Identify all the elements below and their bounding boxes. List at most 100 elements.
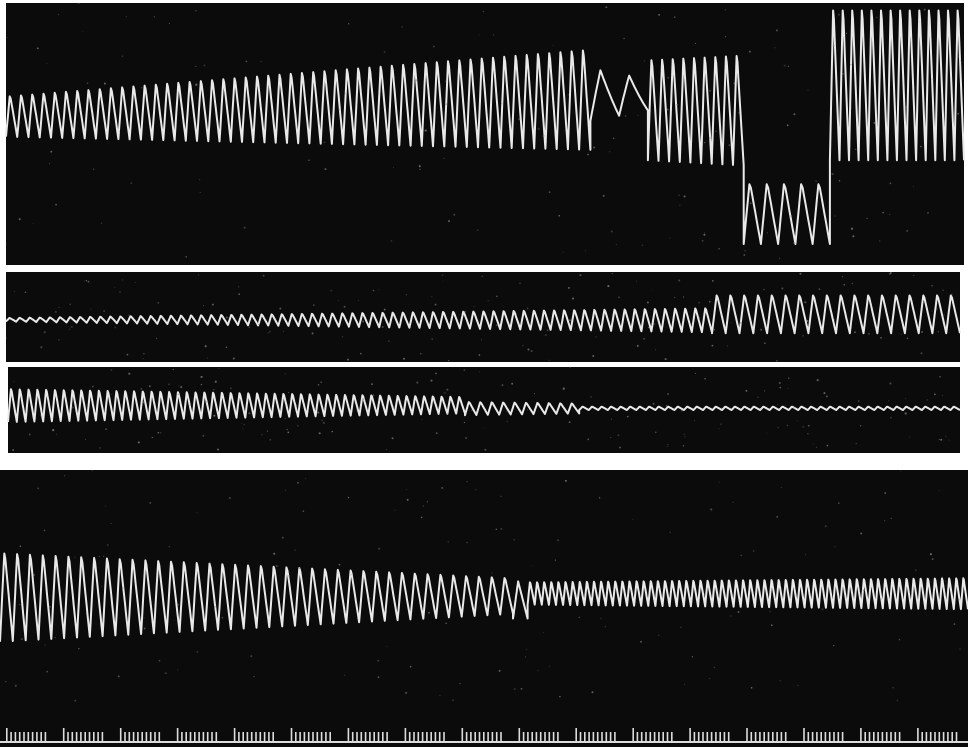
trace-panel-2 <box>5 272 961 362</box>
time-marker-tick <box>360 732 363 742</box>
time-marker-tick <box>364 732 367 742</box>
time-marker-tick <box>290 728 293 742</box>
time-marker-tick <box>141 732 143 742</box>
time-marker-tick <box>727 732 730 742</box>
time-marker-tick <box>776 732 778 742</box>
time-marker-tick <box>461 728 464 742</box>
time-marker-tick <box>535 732 538 742</box>
time-marker-tick <box>132 732 135 742</box>
time-marker-tick <box>697 732 700 742</box>
time-marker-tick <box>824 732 827 742</box>
time-marker-tick <box>369 732 371 742</box>
time-marker-tick <box>640 732 643 742</box>
time-marker-tick <box>518 728 521 742</box>
time-marker-tick <box>666 732 669 742</box>
time-marker-tick <box>198 732 200 742</box>
time-marker-tick <box>373 732 375 742</box>
time-marker-tick <box>404 728 407 742</box>
time-marker-tick <box>706 732 709 742</box>
time-marker-tick <box>119 728 122 742</box>
time-marker-tick <box>649 732 652 742</box>
time-marker-tick <box>645 732 647 742</box>
time-marker-tick <box>723 732 726 742</box>
time-marker-tick <box>413 732 415 742</box>
time-marker-tick <box>316 732 319 742</box>
time-marker-tick <box>951 732 953 742</box>
time-marker-tick <box>710 732 713 742</box>
time-marker-tick <box>421 732 424 742</box>
time-marker-tick <box>702 732 704 742</box>
time-marker-tick <box>925 732 928 742</box>
time-marker-tick <box>772 732 774 742</box>
time-marker-tick <box>820 732 822 742</box>
time-marker-tick <box>636 732 639 742</box>
time-marker-tick <box>527 732 529 742</box>
time-marker-tick <box>215 732 218 742</box>
time-marker-tick <box>71 732 74 742</box>
time-marker-tick <box>934 732 936 742</box>
time-marker-tick <box>474 732 476 742</box>
time-marker-tick <box>719 732 721 742</box>
time-marker-tick <box>609 732 612 742</box>
time-marker-tick <box>715 732 717 742</box>
time-marker-tick <box>754 732 757 742</box>
time-marker-tick <box>864 732 866 742</box>
time-marker-tick <box>255 732 257 742</box>
time-marker-tick <box>579 732 582 742</box>
time-marker-tick <box>557 732 559 742</box>
time-marker-tick <box>10 732 12 742</box>
time-marker-tick <box>552 732 555 742</box>
time-marker-tick <box>145 732 148 742</box>
time-marker-tick <box>811 732 814 742</box>
time-marker-tick <box>303 732 306 742</box>
time-marker-tick <box>917 728 919 742</box>
time-marker-tick <box>746 728 748 742</box>
time-marker-tick <box>780 732 783 742</box>
time-marker-tick <box>921 732 923 742</box>
time-marker-tick <box>154 732 156 742</box>
time-marker-tick <box>202 732 205 742</box>
time-marker-tick <box>211 732 213 742</box>
time-marker-tick <box>942 732 945 742</box>
time-marker-tick <box>885 732 888 742</box>
time-marker-tick <box>408 732 411 742</box>
time-marker-tick <box>93 732 95 742</box>
time-marker-tick <box>233 728 236 742</box>
time-marker-tick <box>27 732 30 742</box>
trace-panel-1 <box>5 3 965 265</box>
time-marker-tick <box>386 732 388 742</box>
time-marker-tick <box>662 732 664 742</box>
time-marker-tick <box>531 732 533 742</box>
time-marker-tick <box>124 732 126 742</box>
time-marker-tick <box>605 732 608 742</box>
time-marker-tick <box>438 732 441 742</box>
film-speckle-noise <box>5 2 962 702</box>
time-marker-tick <box>596 732 599 742</box>
time-marker-tick <box>295 732 297 742</box>
time-marker-tick <box>759 732 761 742</box>
time-marker-baseline <box>0 741 968 743</box>
time-marker-tick <box>329 732 331 742</box>
panel-4-waveform <box>0 552 968 642</box>
time-marker-tick <box>84 732 86 742</box>
time-marker-tick <box>929 732 932 742</box>
time-marker-tick <box>272 732 274 742</box>
time-marker-tick <box>837 732 840 742</box>
time-marker-tick <box>246 732 249 742</box>
time-marker-tick <box>767 732 770 742</box>
time-marker-tick <box>763 732 765 742</box>
time-marker-tick <box>465 732 468 742</box>
time-marker-tick <box>185 732 187 742</box>
time-marker-tick <box>351 732 354 742</box>
time-marker-tick <box>947 732 949 742</box>
time-marker-tick <box>584 732 586 742</box>
time-marker-tick <box>693 732 696 742</box>
time-marker-tick <box>689 728 691 742</box>
time-marker-tick <box>426 732 428 742</box>
trace-panel-4 <box>0 470 968 747</box>
time-marker-tick <box>483 732 485 742</box>
time-marker-tick <box>898 732 901 742</box>
time-marker-tick <box>242 732 244 742</box>
time-marker-tick <box>750 732 753 742</box>
